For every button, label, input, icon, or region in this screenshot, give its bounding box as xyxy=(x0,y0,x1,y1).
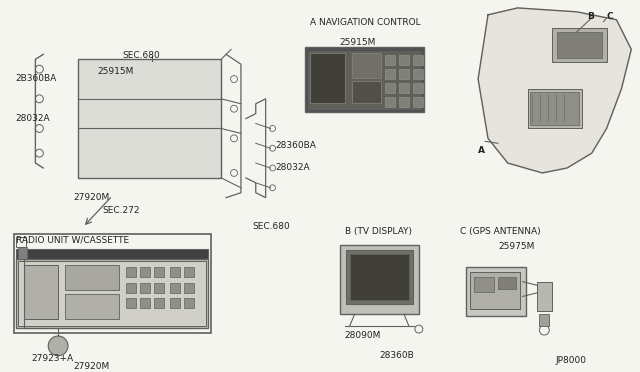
FancyBboxPatch shape xyxy=(154,283,164,292)
Text: JP8000: JP8000 xyxy=(556,356,587,365)
FancyBboxPatch shape xyxy=(413,83,423,93)
Text: 28360BA: 28360BA xyxy=(276,141,316,150)
Text: RADIO UNIT W/CASSETTE: RADIO UNIT W/CASSETTE xyxy=(15,235,129,244)
Text: 25915M: 25915M xyxy=(98,67,134,76)
Text: 25975M: 25975M xyxy=(498,242,534,251)
FancyBboxPatch shape xyxy=(531,92,579,125)
FancyBboxPatch shape xyxy=(385,69,395,79)
FancyBboxPatch shape xyxy=(399,69,409,79)
FancyBboxPatch shape xyxy=(154,298,164,308)
Text: 28090M: 28090M xyxy=(345,331,381,340)
FancyBboxPatch shape xyxy=(15,249,209,259)
FancyBboxPatch shape xyxy=(340,245,419,314)
Circle shape xyxy=(48,336,68,356)
Text: B: B xyxy=(587,12,594,21)
FancyBboxPatch shape xyxy=(65,265,120,289)
FancyBboxPatch shape xyxy=(351,81,381,103)
FancyBboxPatch shape xyxy=(310,53,345,103)
FancyBboxPatch shape xyxy=(140,267,150,277)
FancyBboxPatch shape xyxy=(552,28,607,62)
FancyBboxPatch shape xyxy=(305,48,424,112)
Circle shape xyxy=(478,296,488,307)
FancyBboxPatch shape xyxy=(154,267,164,277)
FancyBboxPatch shape xyxy=(413,97,423,107)
FancyBboxPatch shape xyxy=(140,298,150,308)
FancyBboxPatch shape xyxy=(385,83,395,93)
Text: 27920M: 27920M xyxy=(73,193,109,202)
FancyBboxPatch shape xyxy=(15,259,209,328)
Text: 28032A: 28032A xyxy=(15,113,51,123)
Text: C (GPS ANTENNA): C (GPS ANTENNA) xyxy=(460,227,541,236)
FancyBboxPatch shape xyxy=(527,89,582,128)
FancyBboxPatch shape xyxy=(474,277,494,292)
FancyBboxPatch shape xyxy=(346,250,413,304)
FancyBboxPatch shape xyxy=(184,283,193,292)
Text: SEC.680: SEC.680 xyxy=(253,222,291,231)
FancyBboxPatch shape xyxy=(467,267,525,316)
FancyBboxPatch shape xyxy=(399,97,409,107)
FancyBboxPatch shape xyxy=(349,254,409,301)
FancyBboxPatch shape xyxy=(126,267,136,277)
FancyBboxPatch shape xyxy=(126,298,136,308)
Text: 27923+A: 27923+A xyxy=(31,354,74,363)
FancyBboxPatch shape xyxy=(170,283,180,292)
FancyBboxPatch shape xyxy=(308,51,420,109)
Text: B (TV DISPLAY): B (TV DISPLAY) xyxy=(345,227,412,236)
FancyBboxPatch shape xyxy=(540,314,549,326)
FancyBboxPatch shape xyxy=(65,295,120,319)
FancyBboxPatch shape xyxy=(413,69,423,79)
Text: SEC.680: SEC.680 xyxy=(122,51,160,60)
Text: SEC.272: SEC.272 xyxy=(102,206,140,215)
FancyBboxPatch shape xyxy=(24,265,58,319)
FancyBboxPatch shape xyxy=(18,261,206,326)
FancyBboxPatch shape xyxy=(399,55,409,65)
Text: 27920M: 27920M xyxy=(73,362,109,371)
Polygon shape xyxy=(478,8,631,173)
FancyBboxPatch shape xyxy=(385,55,395,65)
FancyBboxPatch shape xyxy=(126,283,136,292)
FancyBboxPatch shape xyxy=(170,298,180,308)
Text: A NAVIGATION CONTROL: A NAVIGATION CONTROL xyxy=(310,18,420,27)
FancyBboxPatch shape xyxy=(538,282,552,311)
FancyBboxPatch shape xyxy=(399,83,409,93)
Text: C: C xyxy=(607,12,613,21)
Text: 28360B: 28360B xyxy=(380,351,414,360)
FancyBboxPatch shape xyxy=(498,277,516,289)
FancyBboxPatch shape xyxy=(470,272,520,309)
FancyBboxPatch shape xyxy=(184,298,193,308)
FancyBboxPatch shape xyxy=(413,55,423,65)
FancyBboxPatch shape xyxy=(140,283,150,292)
FancyBboxPatch shape xyxy=(557,32,602,58)
Text: 2B360BA: 2B360BA xyxy=(15,74,57,83)
FancyBboxPatch shape xyxy=(385,97,395,107)
Text: 25915M: 25915M xyxy=(340,38,376,46)
Text: A: A xyxy=(478,146,485,155)
FancyBboxPatch shape xyxy=(170,267,180,277)
FancyBboxPatch shape xyxy=(18,247,28,259)
FancyBboxPatch shape xyxy=(78,59,221,178)
FancyBboxPatch shape xyxy=(351,53,381,78)
FancyBboxPatch shape xyxy=(184,267,193,277)
Text: 28032A: 28032A xyxy=(276,163,310,172)
